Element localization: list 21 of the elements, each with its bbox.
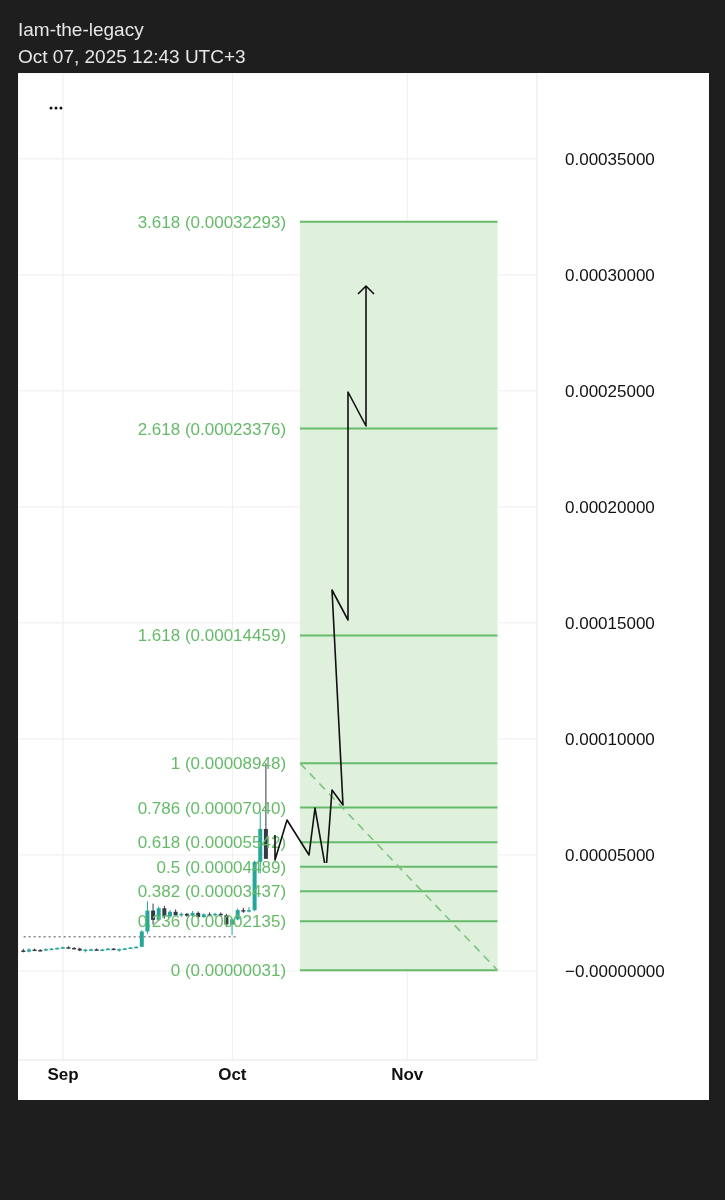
y-tick-label: −0.00000000 (565, 961, 665, 981)
x-tick-label: Oct (218, 1065, 247, 1085)
y-tick-label: 0.00030000 (565, 265, 655, 285)
ref-line-label: 0 (0.00000031) (170, 961, 287, 981)
y-tick-label: 0.00015000 (565, 613, 655, 633)
chart-subtitle: Oct 07, 2025 12:43 UTC+3 (18, 45, 246, 69)
y-tick-label: 0.00035000 (565, 149, 655, 169)
chart-title: Iam-the-legacy (18, 18, 145, 42)
x-tick-label: Nov (391, 1065, 424, 1085)
candlestick (246, 906, 251, 913)
candlestick (43, 947, 48, 952)
y-tick-label: 0.00025000 (565, 381, 655, 401)
y-tick-label: 0.00005000 (565, 845, 655, 865)
y-tick-label: 0.00020000 (565, 497, 655, 517)
ref-line-label: 3.618 (0.00032293) (137, 212, 287, 232)
ref-line-label: 2.618 (0.00023376) (137, 419, 287, 439)
x-tick-label: Sep (47, 1065, 79, 1085)
ref-line-label: 1 (0.00008948) (170, 754, 287, 774)
y-tick-label: 0.00010000 (565, 729, 655, 749)
ref-line-label: 1.618 (0.00014459) (137, 626, 287, 646)
candlestick (26, 947, 31, 953)
